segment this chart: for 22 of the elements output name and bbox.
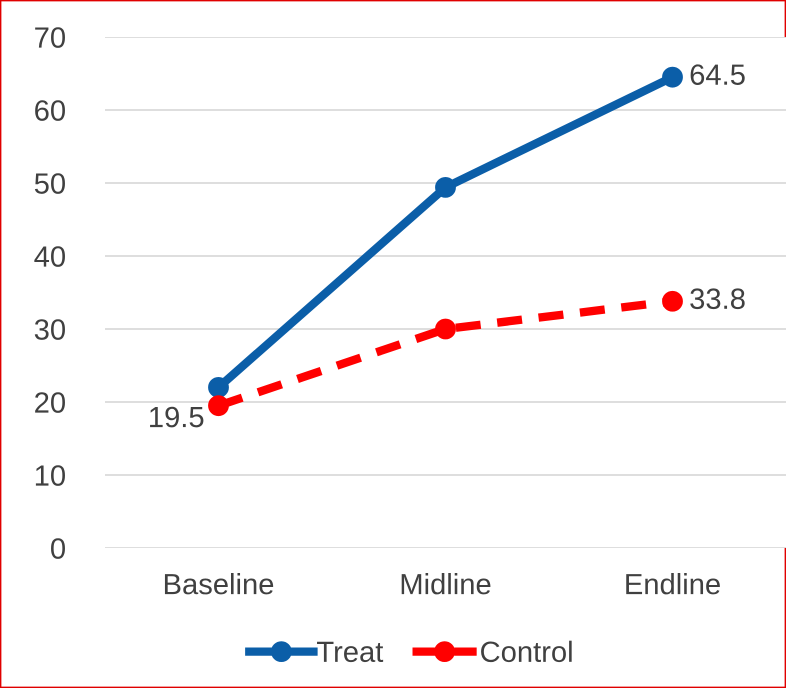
- y-tick-label: 0: [51, 538, 65, 559]
- data-label: 19.5: [150, 406, 204, 428]
- point: [435, 318, 456, 340]
- y-tick-label: 10: [36, 465, 65, 486]
- data-label: 64.5: [690, 64, 745, 85]
- point: [662, 66, 683, 88]
- y-tick-label: 50: [34, 173, 65, 194]
- point: [208, 376, 229, 398]
- y-tick-label: 40: [34, 246, 65, 267]
- point: [208, 395, 229, 416]
- y-tick-label: 30: [34, 319, 65, 340]
- legend-label: Control: [481, 640, 572, 662]
- y-tick-label: 70: [35, 27, 65, 48]
- legend-label: Treat: [317, 642, 384, 662]
- point: [662, 290, 683, 312]
- data-label: 33.8: [690, 288, 745, 310]
- x-tick-label: Endline: [626, 573, 720, 594]
- x-tick-label: Baseline: [164, 573, 274, 594]
- x-tick-label: Midline: [402, 573, 490, 594]
- y-tick-label: 20: [35, 392, 65, 413]
- y-tick-label: 60: [35, 100, 65, 121]
- point: [435, 176, 456, 198]
